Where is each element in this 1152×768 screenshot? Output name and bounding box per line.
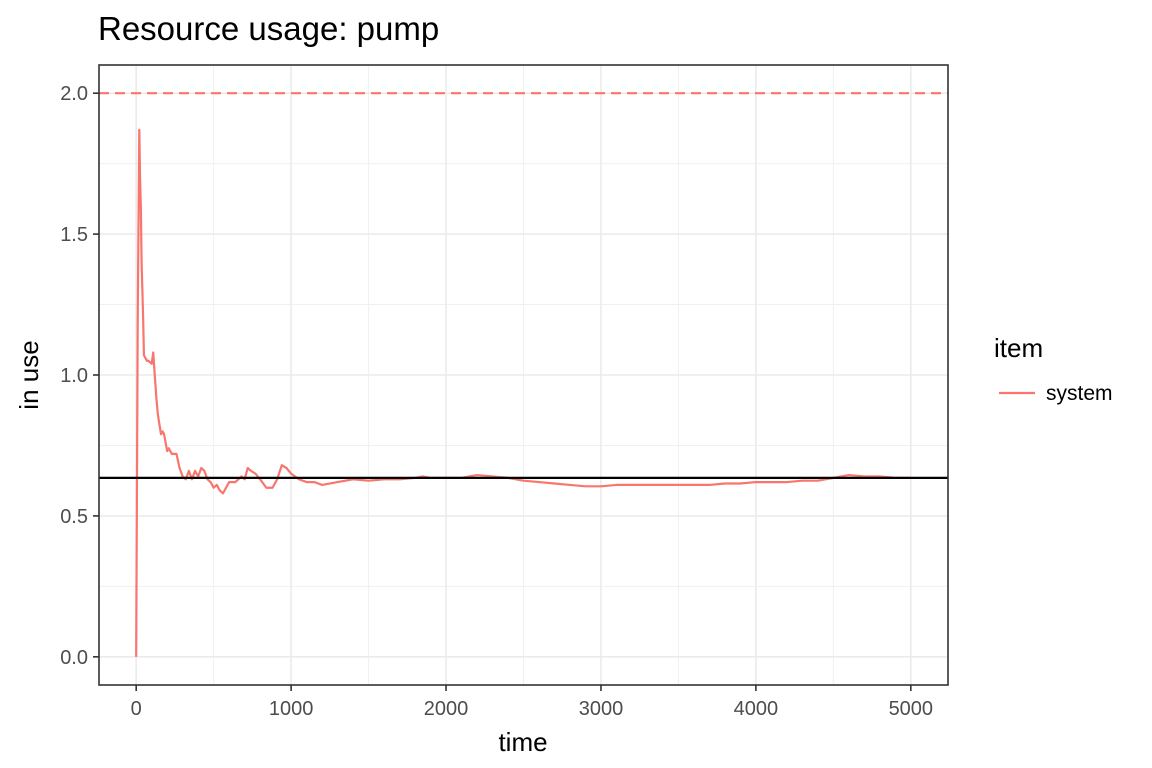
chart-title: Resource usage: pump [98, 10, 439, 47]
y-tick-label: 1.5 [60, 224, 88, 246]
series-line-system [135, 128, 911, 657]
x-tick-label: 3000 [579, 698, 624, 720]
x-tick-label: 0 [131, 698, 142, 720]
grid-major [99, 65, 948, 685]
legend-title: item [994, 333, 1043, 363]
x-tick-label: 1000 [269, 698, 314, 720]
y-tick-label: 1.0 [60, 365, 88, 387]
legend: item system [994, 333, 1113, 405]
x-tick-label: 2000 [424, 698, 469, 720]
series-layer [135, 128, 911, 657]
x-axis-ticks: 0 1000 2000 3000 4000 5000 [131, 685, 933, 720]
reference-lines [99, 92, 948, 479]
y-axis-ticks: 0.0 0.5 1.0 1.5 2.0 [60, 83, 99, 669]
x-axis-title: time [498, 727, 547, 757]
y-axis-title: in use [14, 340, 44, 409]
x-tick-label: 5000 [889, 698, 934, 720]
legend-label-system: system [1046, 382, 1113, 405]
y-tick-label: 2.0 [60, 83, 88, 105]
x-tick-label: 4000 [734, 698, 779, 720]
y-tick-label: 0.0 [60, 647, 88, 669]
legend-items: system [999, 382, 1113, 405]
y-tick-label: 0.5 [60, 506, 88, 528]
